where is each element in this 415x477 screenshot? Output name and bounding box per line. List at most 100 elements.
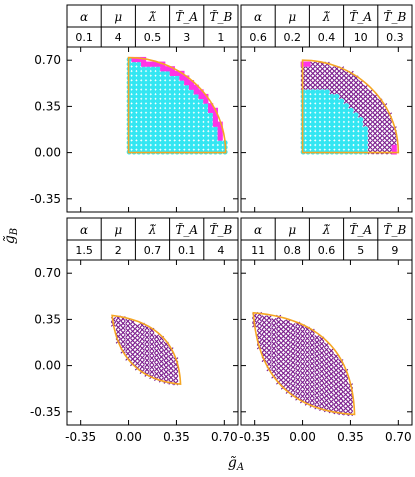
cyan-point — [193, 103, 199, 109]
purple-point — [315, 75, 321, 81]
purple-point — [386, 130, 393, 137]
purple-point — [271, 341, 277, 347]
cyan-point — [131, 144, 137, 150]
cyan-point — [155, 84, 161, 90]
purple-point — [319, 350, 325, 356]
cyan-point — [136, 140, 142, 146]
purple-point — [134, 332, 141, 339]
purple-point — [120, 330, 126, 336]
panel-top-left: α 0.1 μ 4 λ̃ 0.5 T̃_A 3 T̃_B 1 -0.35 0.00 0.35 0.70 — [30, 4, 239, 213]
magenta-point — [198, 89, 204, 95]
cyan-point — [193, 117, 199, 123]
purple-point — [334, 75, 340, 81]
cyan-point — [131, 117, 137, 123]
magenta-point — [160, 66, 166, 72]
purple-point — [149, 355, 155, 361]
cyan-point — [305, 135, 311, 141]
cyan-point — [305, 103, 311, 109]
purple-point — [319, 70, 325, 76]
cyan-point — [324, 117, 330, 123]
cyan-point — [141, 75, 147, 81]
purple-point — [314, 362, 320, 368]
cyan-point — [141, 140, 147, 146]
cyan-point — [208, 117, 214, 123]
cyan-point — [305, 121, 311, 127]
cyan-point — [353, 144, 359, 150]
cyan-point — [338, 140, 345, 146]
cyan-point — [184, 144, 190, 150]
cyan-point — [150, 98, 156, 104]
purple-point — [367, 144, 373, 150]
cyan-point — [136, 66, 142, 72]
purple-point — [382, 135, 388, 141]
cyan-point — [319, 93, 325, 100]
cyan-point — [179, 84, 185, 90]
purple-point — [314, 348, 320, 355]
purple-point — [353, 89, 359, 95]
purple-point — [139, 359, 145, 365]
purple-point — [261, 338, 267, 344]
purple-point — [125, 346, 131, 352]
cyan-point — [193, 126, 199, 132]
purple-point — [377, 126, 383, 132]
purple-point — [295, 367, 301, 373]
cyan-point — [141, 98, 147, 104]
cyan-point — [343, 144, 349, 150]
cyan-point — [160, 130, 166, 137]
purple-point — [386, 126, 393, 132]
purple-point — [139, 331, 145, 338]
cyan-point — [131, 70, 137, 76]
magenta-point — [212, 117, 219, 123]
purple-point — [377, 144, 383, 150]
cyan-point — [348, 140, 354, 146]
purple-point — [348, 80, 354, 86]
cyan-point — [155, 75, 161, 81]
cyan-point — [164, 80, 171, 86]
cyan-point — [164, 103, 171, 109]
cyan-point — [131, 75, 137, 81]
purple-point — [304, 349, 310, 355]
purple-point — [285, 319, 291, 325]
cyan-point — [358, 121, 364, 127]
purple-point — [343, 89, 349, 95]
purple-point — [290, 323, 296, 329]
purple-point — [328, 398, 334, 405]
table-header: λ̃ — [322, 10, 331, 24]
cyan-point — [188, 135, 195, 141]
purple-point — [144, 343, 150, 350]
cyan-point — [131, 126, 137, 132]
boundary-curve — [252, 311, 356, 416]
cyan-point — [193, 107, 199, 113]
table-value: 1 — [217, 31, 224, 44]
purple-point — [149, 364, 155, 370]
purple-point — [285, 347, 291, 353]
cyan-point — [184, 140, 190, 146]
purple-point — [144, 348, 150, 354]
cyan-point — [310, 112, 316, 118]
purple-point — [304, 363, 310, 369]
purple-point — [154, 338, 160, 345]
cyan-point — [145, 93, 151, 100]
y-tick-label: 0.00 — [34, 359, 61, 373]
cyan-point — [174, 130, 180, 137]
cyan-point — [164, 126, 171, 132]
cyan-point — [169, 126, 175, 132]
purple-point — [372, 112, 378, 118]
cyan-point — [164, 117, 171, 123]
cyan-point — [324, 107, 330, 113]
purple-point — [333, 372, 339, 378]
purple-point — [299, 356, 306, 362]
purple-point — [319, 80, 325, 86]
cyan-point — [358, 130, 364, 137]
cyan-point — [188, 93, 195, 100]
cyan-point — [174, 98, 180, 104]
cyan-point — [150, 121, 156, 127]
purple-point — [158, 363, 164, 369]
cyan-point — [174, 75, 180, 81]
purple-point — [367, 93, 373, 100]
table-value: 0.3 — [386, 31, 404, 44]
purple-point — [386, 135, 393, 141]
cyan-point — [343, 135, 349, 141]
purple-point — [362, 121, 369, 127]
purple-point — [323, 393, 330, 399]
